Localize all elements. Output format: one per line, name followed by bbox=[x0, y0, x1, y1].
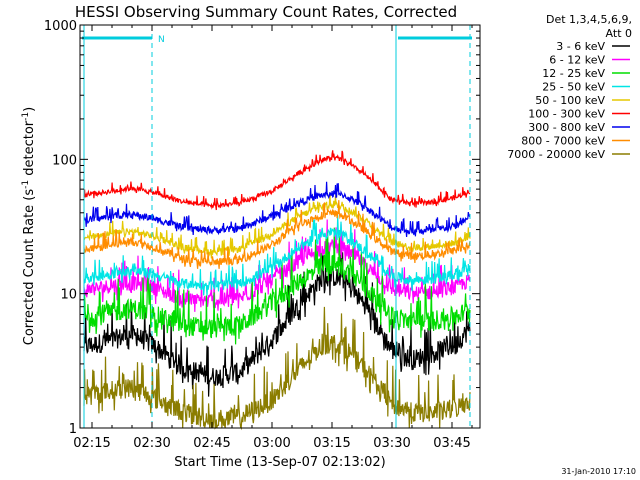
x-axis-ticks: 02:15 02:30 02:45 03:00 03:15 03:30 03:45 bbox=[73, 25, 473, 451]
series-line-5 bbox=[83, 192, 471, 259]
legend-label-5: 50 - 100 keV bbox=[535, 94, 605, 107]
plot-frame bbox=[79, 24, 481, 429]
legend-label-6: 100 - 300 keV bbox=[528, 108, 605, 121]
x-tick-label-6: 03:30 bbox=[373, 436, 410, 451]
x-tick-label-1: 02:15 bbox=[73, 436, 110, 451]
legend-header-line-2: Att 0 bbox=[606, 27, 632, 40]
y-tick-label-4: 1000 bbox=[44, 19, 77, 34]
x-tick-label-7: 03:45 bbox=[433, 436, 470, 451]
y-tick-label-1: 1 bbox=[69, 422, 77, 437]
y-axis-ticks: 1 10 100 1000 bbox=[44, 19, 480, 437]
x-tick-label-3: 02:45 bbox=[193, 436, 230, 451]
legend-label-9: 7000 - 20000 keV bbox=[507, 148, 605, 161]
night-markers: N bbox=[82, 25, 472, 428]
y-axis-label-detector: detector bbox=[22, 120, 37, 180]
legend-label-7: 300 - 800 keV bbox=[528, 121, 605, 134]
series-line-8 bbox=[83, 200, 471, 269]
chart-title: HESSI Observing Summary Count Rates, Cor… bbox=[75, 3, 457, 21]
data-layer bbox=[83, 150, 471, 431]
x-axis-label: Start Time (13-Sep-07 02:13:02) bbox=[174, 455, 385, 470]
footer-date: 31-Jan-2010 17:10 bbox=[561, 467, 636, 476]
y-axis-label-close: ) bbox=[22, 107, 37, 112]
series-line-3 bbox=[83, 227, 471, 345]
legend-label-4: 25 - 50 keV bbox=[542, 81, 605, 94]
series-line-6 bbox=[83, 150, 471, 211]
y-axis-label-sup-2: -1 bbox=[21, 112, 31, 121]
legend-label-3: 12 - 25 keV bbox=[542, 67, 605, 80]
y-axis-label: Corrected Count Rate (s-1 detector-1) bbox=[21, 107, 37, 345]
series-line-1 bbox=[83, 245, 471, 397]
series-line-9 bbox=[83, 306, 471, 431]
series-line-7 bbox=[83, 181, 471, 238]
y-tick-label-2: 10 bbox=[60, 288, 77, 303]
legend-label-1: 3 - 6 keV bbox=[556, 40, 605, 53]
x-tick-label-4: 03:00 bbox=[253, 436, 290, 451]
night-marker-label: N bbox=[158, 35, 165, 45]
series-line-4 bbox=[83, 215, 471, 296]
y-axis-label-text: Corrected Count Rate (s bbox=[22, 189, 37, 346]
y-axis-label-sup-1: -1 bbox=[21, 180, 31, 189]
x-tick-label-5: 03:15 bbox=[313, 436, 350, 451]
x-tick-label-2: 02:30 bbox=[133, 436, 170, 451]
legend-label-8: 800 - 7000 keV bbox=[521, 135, 605, 148]
legend-label-2: 6 - 12 keV bbox=[549, 54, 605, 67]
legend-header-line-1: Det 1,3,4,5,6,9, bbox=[546, 13, 632, 26]
y-tick-label-3: 100 bbox=[52, 153, 77, 168]
